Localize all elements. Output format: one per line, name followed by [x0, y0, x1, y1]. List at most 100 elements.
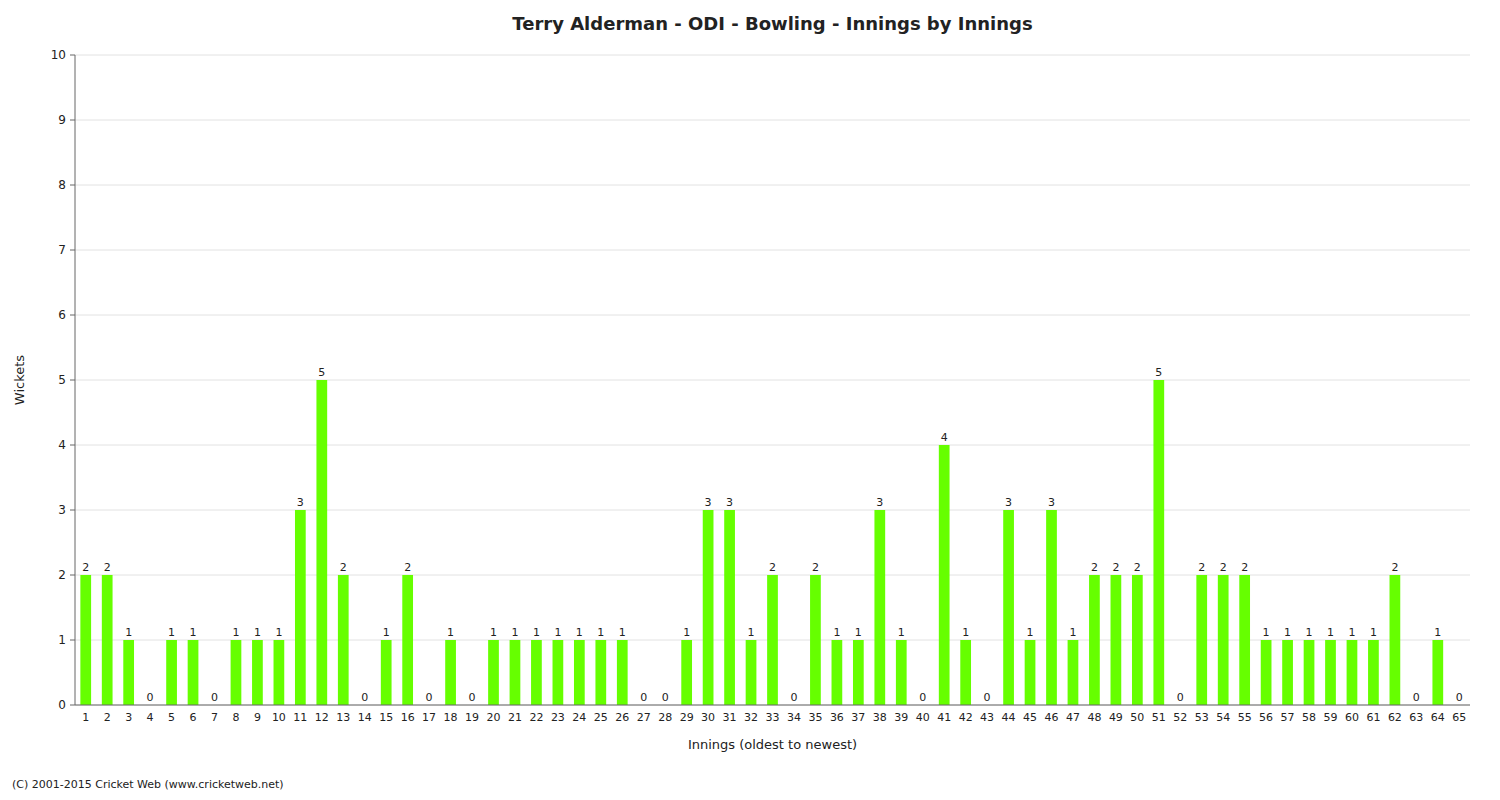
x-tick-label: 8: [232, 711, 239, 724]
x-tick-label: 15: [379, 711, 393, 724]
bars: [80, 380, 1443, 705]
bar: [123, 640, 134, 705]
data-label: 1: [855, 626, 862, 639]
data-label: 0: [640, 691, 647, 704]
x-tick-label: 12: [315, 711, 329, 724]
bar: [188, 640, 199, 705]
data-label: 0: [1413, 691, 1420, 704]
data-label: 1: [1348, 626, 1355, 639]
footer: (C) 2001-2015 Cricket Web (www.cricketwe…: [12, 778, 284, 791]
x-tick-label: 51: [1152, 711, 1166, 724]
data-label: 2: [1091, 561, 1098, 574]
x-tick-label: 13: [336, 711, 350, 724]
data-label: 2: [769, 561, 776, 574]
y-tick: [70, 445, 75, 446]
bar: [939, 445, 950, 705]
x-tick-label: 48: [1087, 711, 1101, 724]
bar: [874, 510, 885, 705]
grid-line: [75, 250, 1470, 251]
data-label: 1: [275, 626, 282, 639]
data-label: 3: [876, 496, 883, 509]
x-tick-label: 30: [701, 711, 715, 724]
data-label: 2: [404, 561, 411, 574]
y-tick-label: 1: [58, 633, 66, 647]
bar: [1025, 640, 1036, 705]
bar: [1282, 640, 1293, 705]
chart: 0123456789102210110111352012010111111100…: [0, 0, 1500, 800]
bar: [510, 640, 521, 705]
grid-line: [75, 315, 1470, 316]
data-label: 2: [1112, 561, 1119, 574]
grid-line: [75, 380, 1470, 381]
bar: [338, 575, 349, 705]
data-label: 3: [297, 496, 304, 509]
x-tick-label: 40: [916, 711, 930, 724]
data-label: 5: [318, 366, 325, 379]
x-tick-label: 41: [937, 711, 951, 724]
y-tick: [70, 575, 75, 576]
bar: [1239, 575, 1250, 705]
x-tick-label: 61: [1366, 711, 1380, 724]
y-axis-line: [75, 55, 76, 705]
data-label: 1: [1284, 626, 1291, 639]
data-label: 1: [511, 626, 518, 639]
y-tick-label: 9: [58, 113, 66, 127]
data-labels: 2210110111352012010111111100133120211310…: [82, 366, 1463, 704]
x-tick-label: 7: [211, 711, 218, 724]
grid-line: [75, 445, 1470, 446]
data-label: 1: [619, 626, 626, 639]
x-tick-label: 39: [894, 711, 908, 724]
bar: [595, 640, 606, 705]
data-label: 1: [254, 626, 261, 639]
bar: [488, 640, 499, 705]
x-tick-label: 50: [1130, 711, 1144, 724]
x-tick-label: 21: [508, 711, 522, 724]
data-label: 3: [726, 496, 733, 509]
bar: [1218, 575, 1229, 705]
y-tick: [70, 315, 75, 316]
chart-container: 0123456789102210110111352012010111111100…: [0, 0, 1500, 800]
bar: [1390, 575, 1401, 705]
data-label: 1: [576, 626, 583, 639]
data-label: 0: [662, 691, 669, 704]
data-label: 3: [1005, 496, 1012, 509]
x-tick-label: 27: [637, 711, 651, 724]
bar: [402, 575, 413, 705]
bar: [960, 640, 971, 705]
data-label: 1: [748, 626, 755, 639]
data-label: 0: [147, 691, 154, 704]
x-tick-label: 45: [1023, 711, 1037, 724]
y-tick: [70, 120, 75, 121]
y-tick-label: 5: [58, 373, 66, 387]
data-label: 1: [554, 626, 561, 639]
x-tick-label: 43: [980, 711, 994, 724]
data-label: 1: [168, 626, 175, 639]
x-tick-label: 33: [766, 711, 780, 724]
data-label: 0: [984, 691, 991, 704]
x-tick-label: 38: [873, 711, 887, 724]
x-axis-title: Innings (oldest to newest): [688, 737, 857, 752]
y-axis-title: Wickets: [12, 355, 27, 405]
y-tick-label: 7: [58, 243, 66, 257]
bar: [896, 640, 907, 705]
x-tick-label: 60: [1345, 711, 1359, 724]
data-label: 1: [232, 626, 239, 639]
y-tick-label: 4: [58, 438, 66, 452]
bar: [1368, 640, 1379, 705]
data-label: 1: [490, 626, 497, 639]
x-tick-label: 44: [1002, 711, 1016, 724]
grid-line: [75, 510, 1470, 511]
bar: [810, 575, 821, 705]
x-tick-label: 16: [401, 711, 415, 724]
bar: [102, 575, 113, 705]
bar: [746, 640, 757, 705]
x-tick-label: 26: [615, 711, 629, 724]
data-label: 1: [898, 626, 905, 639]
x-tick-label: 37: [851, 711, 865, 724]
data-label: 1: [1434, 626, 1441, 639]
x-tick-label: 59: [1324, 711, 1338, 724]
x-tick-label: 2: [104, 711, 111, 724]
data-label: 0: [1177, 691, 1184, 704]
x-axis-line: [75, 705, 1470, 706]
data-label: 0: [919, 691, 926, 704]
